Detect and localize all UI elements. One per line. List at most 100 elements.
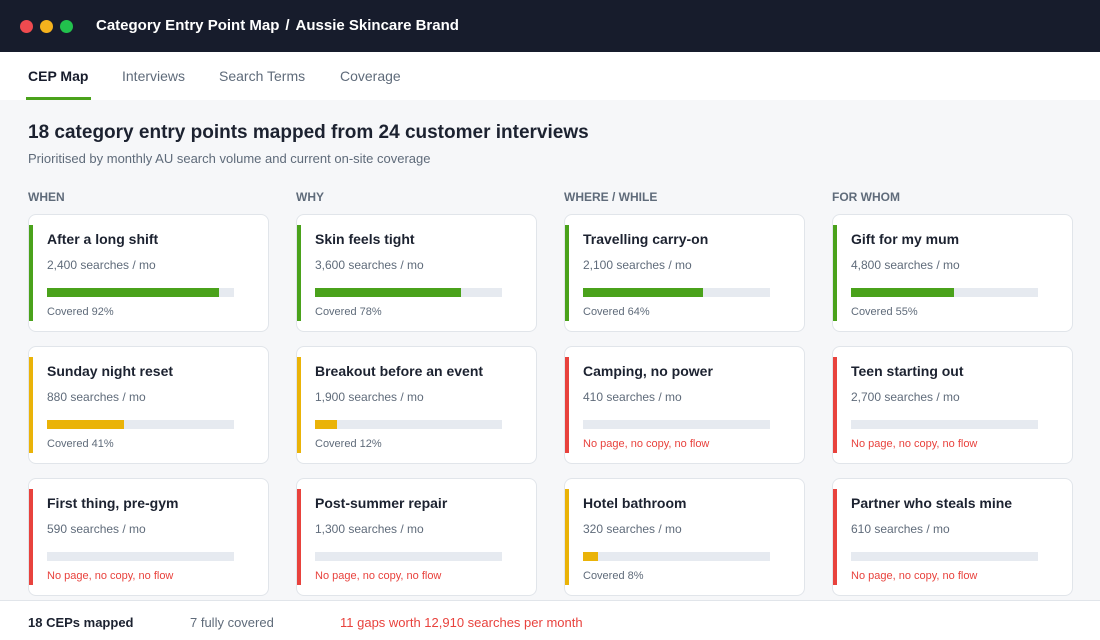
- coverage-bar: [47, 552, 234, 561]
- coverage-status: Covered 92%: [47, 306, 114, 318]
- column-title: WHEN: [28, 190, 65, 204]
- coverage-bar-fill: [583, 552, 598, 561]
- cep-title: Sunday night reset: [47, 363, 174, 379]
- search-volume: 320 searches / mo: [583, 522, 682, 536]
- minimize-window-button[interactable]: [40, 20, 53, 33]
- cep-title: Partner who steals mine: [851, 495, 1013, 511]
- coverage-bar: [851, 420, 1038, 429]
- cep-card[interactable]: Post-summer repair 1,300 searches / mo No …: [296, 478, 537, 596]
- status-stripe: [29, 489, 33, 585]
- covered-count: 7 fully covered: [190, 615, 274, 630]
- coverage-status: No page, no copy, no flow: [315, 570, 442, 582]
- status-stripe: [29, 225, 33, 321]
- coverage-bar: [583, 552, 770, 561]
- cep-card[interactable]: Travelling carry-on 2,100 searches / mo Co…: [564, 214, 805, 332]
- cep-card[interactable]: Partner who steals mine 610 searches / mo…: [832, 478, 1073, 596]
- coverage-status: Covered 41%: [47, 438, 114, 450]
- title-bar: Category Entry Point Map / Aussie Skincare…: [0, 0, 1100, 52]
- cep-title: Gift for my mum: [851, 231, 960, 247]
- breadcrumb-separator: /: [285, 17, 290, 34]
- cep-title: Breakout before an event: [315, 363, 484, 379]
- coverage-status: No page, no copy, no flow: [583, 438, 710, 450]
- page-subtitle: Prioritised by monthly AU search volume …: [28, 151, 431, 166]
- coverage-status: Covered 64%: [583, 306, 650, 318]
- cep-card[interactable]: Hotel bathroom 320 searches / mo Covered 8…: [564, 478, 805, 596]
- cep-title: Hotel bathroom: [583, 495, 687, 511]
- column-why: WHY Skin feels tight 3,600 searches / mo Co…: [296, 190, 537, 596]
- cep-card[interactable]: Gift for my mum 4,800 searches / mo Covere…: [832, 214, 1073, 332]
- column-title: FOR WHOM: [832, 190, 900, 204]
- coverage-bar: [315, 552, 502, 561]
- search-volume: 2,100 searches / mo: [583, 258, 692, 272]
- cep-title: Skin feels tight: [315, 231, 415, 247]
- coverage-bar-fill: [315, 288, 461, 297]
- coverage-bar: [851, 288, 1038, 297]
- coverage-status: Covered 78%: [315, 306, 382, 318]
- tab-bar: CEP Map Interviews Search Terms Coverage: [0, 52, 1100, 100]
- coverage-status: Covered 8%: [583, 570, 644, 582]
- cep-card[interactable]: After a long shift 2,400 searches / mo Cov…: [28, 214, 269, 332]
- status-stripe: [565, 357, 569, 453]
- status-stripe: [833, 489, 837, 585]
- coverage-status: No page, no copy, no flow: [47, 570, 174, 582]
- status-stripe: [833, 225, 837, 321]
- cep-card[interactable]: Skin feels tight 3,600 searches / mo Cover…: [296, 214, 537, 332]
- tab-interviews[interactable]: Interviews: [122, 68, 186, 84]
- search-volume: 590 searches / mo: [47, 522, 146, 536]
- cep-card[interactable]: Teen starting out 2,700 searches / mo No p…: [832, 346, 1073, 464]
- coverage-bar: [315, 420, 502, 429]
- summary-footer: 18 CEPs mapped 7 fully covered 11 gaps w…: [0, 600, 1100, 640]
- cep-title: After a long shift: [47, 231, 159, 247]
- coverage-bar-fill: [47, 420, 124, 429]
- status-stripe: [565, 225, 569, 321]
- search-volume: 1,900 searches / mo: [315, 390, 424, 404]
- search-volume: 1,300 searches / mo: [315, 522, 424, 536]
- gaps-summary: 11 gaps worth 12,910 searches per month: [340, 615, 583, 630]
- cep-title: Travelling carry-on: [583, 231, 709, 247]
- status-stripe: [297, 357, 301, 453]
- search-volume: 2,400 searches / mo: [47, 258, 156, 272]
- status-stripe: [29, 357, 33, 453]
- column-for-whom: FOR WHOM Gift for my mum 4,800 searches / …: [832, 190, 1073, 596]
- close-window-button[interactable]: [20, 20, 33, 33]
- status-stripe: [297, 489, 301, 585]
- active-tab-indicator: [26, 97, 91, 100]
- breadcrumb-title: Category Entry Point Map: [96, 17, 280, 34]
- status-stripe: [297, 225, 301, 321]
- cep-card[interactable]: Camping, no power 410 searches / mo No pag…: [564, 346, 805, 464]
- status-stripe: [565, 489, 569, 585]
- coverage-status: Covered 55%: [851, 306, 918, 318]
- coverage-status: No page, no copy, no flow: [851, 438, 978, 450]
- search-volume: 4,800 searches / mo: [851, 258, 960, 272]
- search-volume: 3,600 searches / mo: [315, 258, 424, 272]
- status-stripe: [833, 357, 837, 453]
- search-volume: 880 searches / mo: [47, 390, 146, 404]
- cep-title: Teen starting out: [851, 363, 964, 379]
- tab-coverage[interactable]: Coverage: [340, 68, 401, 84]
- coverage-bar: [47, 288, 234, 297]
- column-title: WHERE / WHILE: [564, 190, 658, 204]
- tab-search-terms[interactable]: Search Terms: [219, 68, 306, 84]
- breadcrumb: Category Entry Point Map / Aussie Skincare…: [96, 17, 459, 34]
- cep-card[interactable]: Breakout before an event 1,900 searches /…: [296, 346, 537, 464]
- coverage-bar-fill: [47, 288, 220, 297]
- coverage-bar: [851, 552, 1038, 561]
- mapped-count: 18 CEPs mapped: [28, 615, 134, 630]
- cep-title: Camping, no power: [583, 363, 713, 379]
- search-volume: 610 searches / mo: [851, 522, 950, 536]
- page-title: 18 category entry points mapped from 24 …: [28, 122, 589, 143]
- search-volume: 2,700 searches / mo: [851, 390, 960, 404]
- cep-card[interactable]: Sunday night reset 880 searches / mo Cover…: [28, 346, 269, 464]
- coverage-bar: [47, 420, 234, 429]
- cep-card[interactable]: First thing, pre-gym 590 searches / mo No …: [28, 478, 269, 596]
- maximize-window-button[interactable]: [60, 20, 73, 33]
- cep-title: Post-summer repair: [315, 495, 448, 511]
- coverage-status: No page, no copy, no flow: [851, 570, 978, 582]
- cep-title: First thing, pre-gym: [47, 495, 179, 511]
- column-when: WHEN After a long shift 2,400 searches / m…: [28, 190, 269, 596]
- column-title: WHY: [296, 190, 324, 204]
- coverage-bar: [583, 420, 770, 429]
- tab-cep-map[interactable]: CEP Map: [28, 68, 89, 84]
- coverage-bar: [315, 288, 502, 297]
- column-where-while: WHERE / WHILE Travelling carry-on 2,100 se…: [564, 190, 805, 596]
